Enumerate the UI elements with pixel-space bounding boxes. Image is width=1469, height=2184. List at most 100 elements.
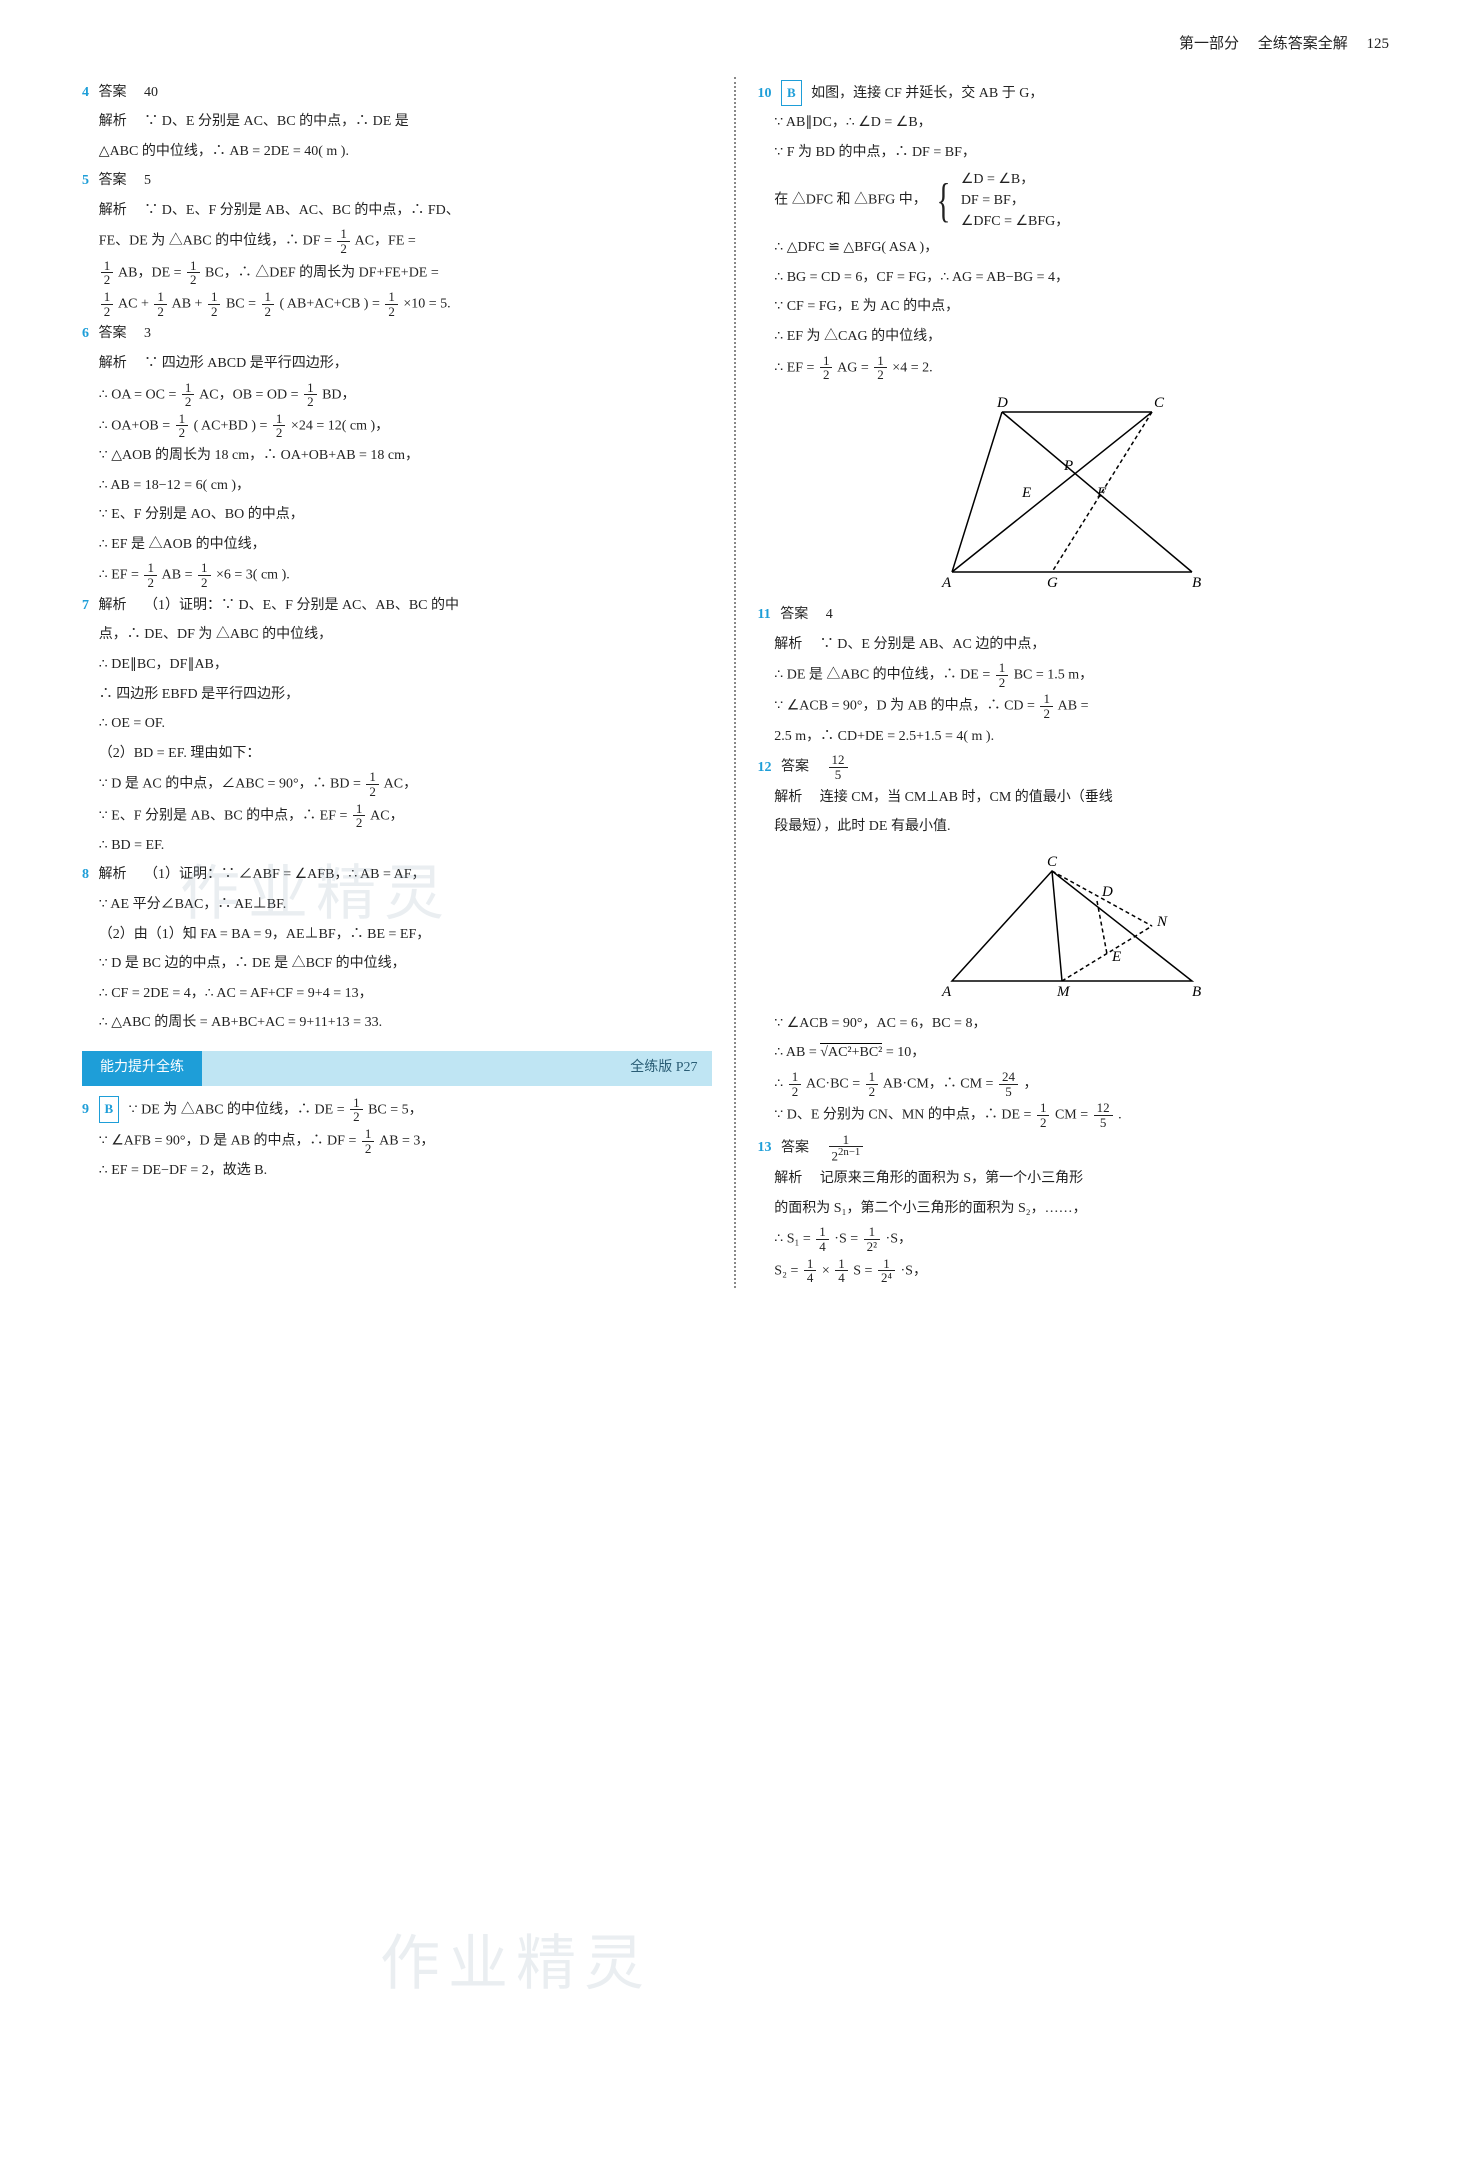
q10-l9a: ∴ EF = [774, 360, 818, 375]
q9-l2a: ∵ ∠AFB = 90°，D 是 AB 的中点，∴ DF = [99, 1133, 360, 1148]
q5-exp-label: 解析 [99, 203, 127, 218]
q8-l5: ∴ CF = 2DE = 4，∴ AC = AF+CF = 9+4 = 13， [82, 981, 712, 1008]
svg-text:F: F [1096, 485, 1107, 501]
q12-l4a: ∴ AB = [774, 1045, 820, 1060]
q4-l1a: ∵ D、E 分别是 AC、BC 的中点，∴ DE 是 [144, 114, 408, 129]
q12-figure: C D N E A M B [922, 851, 1222, 1001]
q10-choice: B [781, 80, 802, 107]
q10-l1: 如图，连接 CF 并延长，交 AB 于 G， [811, 86, 1043, 101]
q5-l2b: AC，FE = [355, 234, 416, 249]
q12-l6b: CM = [1055, 1108, 1092, 1123]
q8-l2: ∵ AE 平分∠BAC，∴ AE⊥BF. [82, 892, 712, 919]
q12-exp-label: 解析 [774, 790, 802, 805]
q12-l5c: AB·CM，∴ CM = [883, 1076, 997, 1091]
q5-l4e: ×10 = 5. [403, 296, 450, 311]
q6-l6: ∵ E、F 分别是 AO、BO 的中点， [82, 502, 712, 529]
q13-l4d: ·S， [901, 1263, 927, 1278]
q9-l2b: AB = 3， [379, 1133, 434, 1148]
q11-exp-label: 解析 [774, 637, 802, 652]
svg-text:M: M [1056, 984, 1071, 1000]
q6-num: 6 [82, 326, 89, 341]
q10-l3: ∵ F 为 BD 的中点，∴ DF = BF， [758, 140, 1388, 167]
watermark: 作业精灵 [380, 1907, 652, 2021]
q7-l8b: AC， [370, 808, 403, 823]
q5-l3a: AB，DE = [118, 265, 185, 280]
q11-l3a: ∵ ∠ACB = 90°，D 为 AB 的中点，∴ CD = [774, 699, 1038, 714]
q7-exp-label: 解析 [99, 598, 127, 613]
q13-l4c: S = [853, 1263, 876, 1278]
q10-l7: ∵ CF = FG，E 为 AC 的中点， [758, 294, 1388, 321]
q6-l8a: ∴ EF = [99, 568, 143, 583]
q12-l1: 连接 CM，当 CM⊥AB 时，CM 的值最小（垂线 [820, 790, 1113, 805]
q6-l4: ∵ △AOB 的周长为 18 cm，∴ OA+OB+AB = 18 cm， [82, 443, 712, 470]
svg-text:C: C [1154, 395, 1165, 411]
q6-l3a: ∴ OA+OB = [99, 418, 174, 433]
q10-l6: ∴ BG = CD = 6，CF = FG，∴ AG = AB−BG = 4， [758, 265, 1388, 292]
q6-l5: ∴ AB = 18−12 = 6( cm )， [82, 473, 712, 500]
q6-ans-label: 答案 [99, 326, 127, 341]
q13-l4a: S₂ = [774, 1263, 802, 1278]
svg-text:G: G [1047, 575, 1058, 591]
brace-icon: { [937, 179, 951, 222]
q4-exp-label: 解析 [99, 114, 127, 129]
q12-ans-label: 答案 [781, 760, 809, 775]
q5-ans: 5 [144, 173, 151, 188]
q11-l3b: AB = [1058, 699, 1089, 714]
q6-l3b: ( AC+BD ) = [194, 418, 271, 433]
q13-ans-label: 答案 [781, 1140, 809, 1155]
svg-text:P: P [1063, 458, 1073, 474]
q11-l2b: BC = 1.5 m， [1014, 667, 1093, 682]
svg-text:N: N [1156, 914, 1168, 930]
svg-text:D: D [1101, 884, 1113, 900]
q6-ans: 3 [144, 326, 151, 341]
q6-l7: ∴ EF 是 △AOB 的中位线， [82, 532, 712, 559]
q13-exp-label: 解析 [774, 1171, 802, 1186]
section-bar-right: 全练版 P27 [202, 1051, 712, 1086]
q4-ans-label: 答案 [99, 85, 127, 100]
q6-l2c: BD， [322, 387, 355, 402]
q7-l1: （1）证明：∵ D、E、F 分别是 AC、AB、BC 的中 [144, 598, 459, 613]
q11-l1: ∵ D、E 分别是 AB、AC 边的中点， [820, 637, 1046, 652]
q8-l1: （1）证明：∵ ∠ABF = ∠AFB，∴ AB = AF， [144, 867, 426, 882]
q5-l3b: BC，∴ △DEF 的周长为 DF+FE+DE = [205, 265, 439, 280]
svg-text:C: C [1047, 854, 1058, 870]
q7-l3: ∴ DE∥BC，DF∥AB， [82, 652, 712, 679]
q13-l3a: ∴ S₁ = [774, 1232, 814, 1247]
q7-l7b: AC， [384, 777, 417, 792]
q10-num: 10 [758, 86, 772, 101]
q5-l4c: BC = [226, 296, 260, 311]
q8-l6: ∴ △ABC 的周长 = AB+BC+AC = 9+11+13 = 33. [82, 1010, 712, 1037]
q5-l4a: AC + [118, 296, 152, 311]
q12-l5e: ， [1023, 1076, 1037, 1091]
q5-l1: ∵ D、E、F 分别是 AB、AC、BC 的中点，∴ FD、 [144, 203, 459, 218]
q13-l1: 记原来三角形的面积为 S，第一个小三角形 [820, 1171, 1083, 1186]
q10-l5: ∴ △DFC ≌ △BFG( ASA )， [758, 235, 1388, 262]
q8-l3: （2）由（1）知 FA = BA = 9，AE⊥BF，∴ BE = EF， [82, 922, 712, 949]
q13-l2: 的面积为 S₁，第二个小三角形的面积为 S₂，……， [758, 1196, 1388, 1223]
q7-num: 7 [82, 598, 89, 613]
q7-l5: ∴ OE = OF. [82, 711, 712, 738]
q11-l2a: ∴ DE 是 △ABC 的中位线，∴ DE = [774, 667, 993, 682]
svg-text:E: E [1111, 949, 1121, 965]
q7-l8a: ∵ E、F 分别是 AB、BC 的中点，∴ EF = [99, 808, 351, 823]
q8-exp-label: 解析 [99, 867, 127, 882]
q12-l3: ∵ ∠ACB = 90°，AC = 6，BC = 8， [758, 1011, 1388, 1038]
q10-brace-pre: 在 △DFC 和 △BFG 中， [774, 193, 926, 208]
right-column: 10 B 如图，连接 CF 并延长，交 AB 于 G， ∵ AB∥DC，∴ ∠D… [736, 77, 1410, 1288]
q12-num: 12 [758, 760, 772, 775]
q5-num: 5 [82, 173, 89, 188]
q13-num: 13 [758, 1140, 772, 1155]
q7-l6: （2）BD = EF. 理由如下： [82, 741, 712, 768]
q12-l5b: AC·BC = [806, 1076, 864, 1091]
q4-l1b: △ABC 的中位线，∴ AB = 2DE = 40( m ). [82, 139, 712, 166]
q5-l4b: AB + [172, 296, 206, 311]
q6-exp-label: 解析 [99, 356, 127, 371]
q13-l3b: ·S = [834, 1232, 861, 1247]
q12-l5a: ∴ [774, 1076, 786, 1091]
q11-ans: 4 [826, 607, 833, 622]
q8-l4: ∵ D 是 BC 边的中点，∴ DE 是 △BCF 的中位线， [82, 951, 712, 978]
q5-l4d: ( AB+AC+CB ) = [280, 296, 384, 311]
q10-l9b: AG = [837, 360, 872, 375]
q12-l4b: = 10， [886, 1045, 925, 1060]
q8-num: 8 [82, 867, 89, 882]
